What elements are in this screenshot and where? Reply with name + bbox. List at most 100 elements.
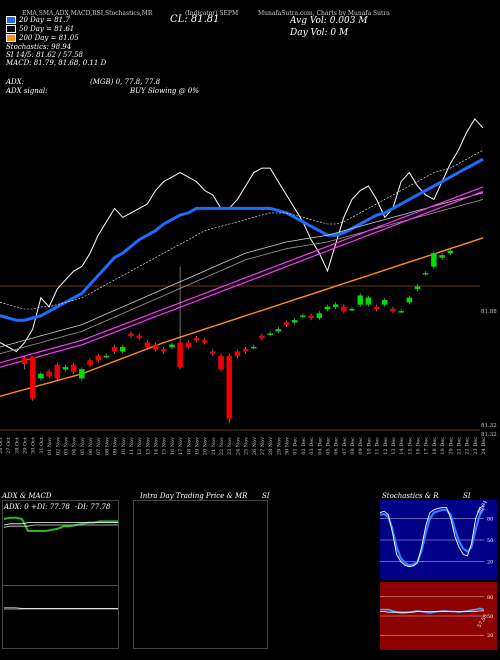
adx-line-minus bbox=[3, 524, 118, 528]
x-tick-label: 10 Nov bbox=[121, 437, 127, 455]
candle-body bbox=[62, 367, 69, 370]
macd-line-macd bbox=[4, 607, 118, 609]
x-tick-label: 09 Dec bbox=[358, 437, 364, 455]
sma200-text: 200 Day = 81.05 bbox=[19, 34, 79, 42]
line-magenta_lower bbox=[0, 190, 484, 368]
candle-body bbox=[390, 308, 396, 312]
candle-body bbox=[136, 335, 142, 339]
series-labels: EMA,SMA,ADX,MACD,RSI,Stochastics,MR bbox=[22, 10, 153, 17]
candle-body bbox=[341, 306, 347, 312]
x-tick-label: 04 Nov bbox=[72, 437, 78, 455]
candle-body bbox=[431, 252, 437, 267]
candle-body bbox=[38, 373, 44, 379]
candle-body bbox=[226, 355, 232, 419]
rsi-tick-label: 20 bbox=[487, 633, 493, 639]
candle-body bbox=[267, 333, 273, 335]
x-tick-label: 30 Oct bbox=[31, 437, 37, 454]
stochastics-subtitle: SI bbox=[463, 492, 471, 500]
candle-body bbox=[365, 297, 372, 305]
candle-body bbox=[447, 250, 454, 254]
candle-body bbox=[382, 299, 388, 305]
adx-macd-title: ADX & MACD bbox=[2, 492, 52, 500]
candle-body bbox=[46, 371, 52, 377]
x-tick-label: 24 Dec bbox=[481, 437, 487, 455]
ticker-label: (Indicator) SEPM bbox=[185, 10, 239, 17]
line-close bbox=[0, 118, 484, 353]
x-tick-label: 17 Dec bbox=[424, 437, 430, 455]
stochastics-title: Stochastics & R bbox=[382, 492, 439, 500]
adx-line-plus bbox=[3, 522, 118, 526]
candle-body bbox=[193, 337, 200, 341]
avg-volume: Avg Vol: 0.003 M bbox=[290, 16, 368, 26]
candle-body bbox=[357, 295, 363, 305]
candle-body bbox=[398, 311, 404, 313]
x-tick-label: 11 Nov bbox=[129, 437, 135, 455]
intraday-title: Intra Day Trading Price & MR bbox=[140, 492, 248, 500]
candle-body bbox=[177, 342, 183, 368]
sma50-swatch bbox=[6, 25, 16, 33]
candle-body bbox=[300, 315, 306, 318]
candle-body bbox=[414, 286, 421, 290]
candle-body bbox=[185, 342, 192, 348]
x-tick-label: 13 Nov bbox=[145, 437, 151, 455]
candle-body bbox=[120, 346, 126, 352]
candle-body bbox=[201, 340, 208, 343]
candle-body bbox=[218, 355, 224, 370]
macd-panel-frame bbox=[2, 585, 119, 649]
rsi-line-mr bbox=[380, 610, 484, 613]
x-tick-label: 07 Dec bbox=[342, 437, 348, 455]
adx-macd-chart: ADX: 0 +DI: 77.78 -DI: 77.78 bbox=[2, 500, 119, 649]
sma200-stat: 200 Day = 81.05 bbox=[6, 34, 106, 42]
x-tick-label: 16 Dec bbox=[416, 437, 422, 455]
candle-body bbox=[29, 356, 36, 399]
x-tick-label: 05 Dec bbox=[325, 437, 331, 455]
x-tick-label: 05 Nov bbox=[80, 437, 86, 455]
candle-body bbox=[152, 344, 159, 350]
candle-body bbox=[406, 297, 413, 303]
line-magenta_upper bbox=[0, 186, 484, 364]
x-tick-label: 01 Dec bbox=[293, 437, 299, 455]
x-tick-label: 19 Nov bbox=[194, 437, 200, 455]
x-tick-label: 17 Nov bbox=[178, 437, 184, 455]
candle-body bbox=[251, 346, 257, 349]
x-tick-label: 27 Oct bbox=[6, 437, 12, 454]
x-tick-label: 22 Dec bbox=[465, 437, 471, 455]
x-tick-label: 14 Nov bbox=[154, 437, 160, 455]
line-sma50 bbox=[0, 149, 484, 310]
x-tick-label: 31 Oct bbox=[39, 437, 45, 454]
candle-body bbox=[275, 328, 282, 332]
x-tick-label: 20 Dec bbox=[448, 437, 454, 455]
x-tick-label: 18 Dec bbox=[432, 437, 438, 455]
candle-body bbox=[291, 320, 298, 323]
x-tick-label: 22 Nov bbox=[219, 437, 225, 455]
main-price-chart: 26 Oct 27 Oct 28 Oct 29 Oct 30 Oct 31 Oct 01 N… bbox=[0, 118, 497, 455]
x-tick-label: 12 Dec bbox=[383, 437, 389, 455]
sma20-text: 20 Day = 81.7 bbox=[19, 16, 70, 24]
x-tick-label: 09 Nov bbox=[113, 437, 119, 455]
x-tick-label: 26 Oct bbox=[0, 437, 4, 454]
x-tick-label: 20 Nov bbox=[203, 437, 209, 455]
close-label: CL: 81.81 bbox=[170, 14, 220, 25]
x-tick-label: 28 Oct bbox=[14, 437, 20, 454]
x-tick-label: 19 Dec bbox=[440, 437, 446, 455]
stats-block: 20 Day = 81.7 50 Day = 81.61 200 Day = 8… bbox=[6, 16, 106, 67]
x-tick-label: 21 Dec bbox=[456, 437, 462, 455]
price-label-top: 81.88 bbox=[481, 309, 497, 315]
stochastics-tick-label: 20 bbox=[487, 560, 493, 566]
x-tick-label: 03 Dec bbox=[309, 437, 315, 455]
x-tick-label: 23 Dec bbox=[473, 437, 479, 455]
adx-values: (MGB) 0, 77.8, 77.8 bbox=[90, 78, 161, 86]
x-tick-label: 15 Nov bbox=[162, 437, 168, 455]
x-tick-label: 14 Dec bbox=[399, 437, 405, 455]
adx-signal-label: ADX signal: bbox=[6, 87, 48, 95]
candle-body bbox=[373, 306, 380, 310]
candle-body bbox=[349, 308, 355, 311]
candle-body bbox=[316, 313, 323, 319]
stochastics-k-line bbox=[380, 505, 485, 568]
x-tick-label: 06 Nov bbox=[88, 437, 94, 455]
adx-value-label: ADX: 0 bbox=[3, 503, 29, 511]
si-stat: SI 14/5: 81.62 / 57.58 bbox=[6, 51, 83, 59]
rsi-tick-label: 50 bbox=[487, 614, 493, 620]
price-label-low-2: 81.32 bbox=[481, 432, 497, 438]
